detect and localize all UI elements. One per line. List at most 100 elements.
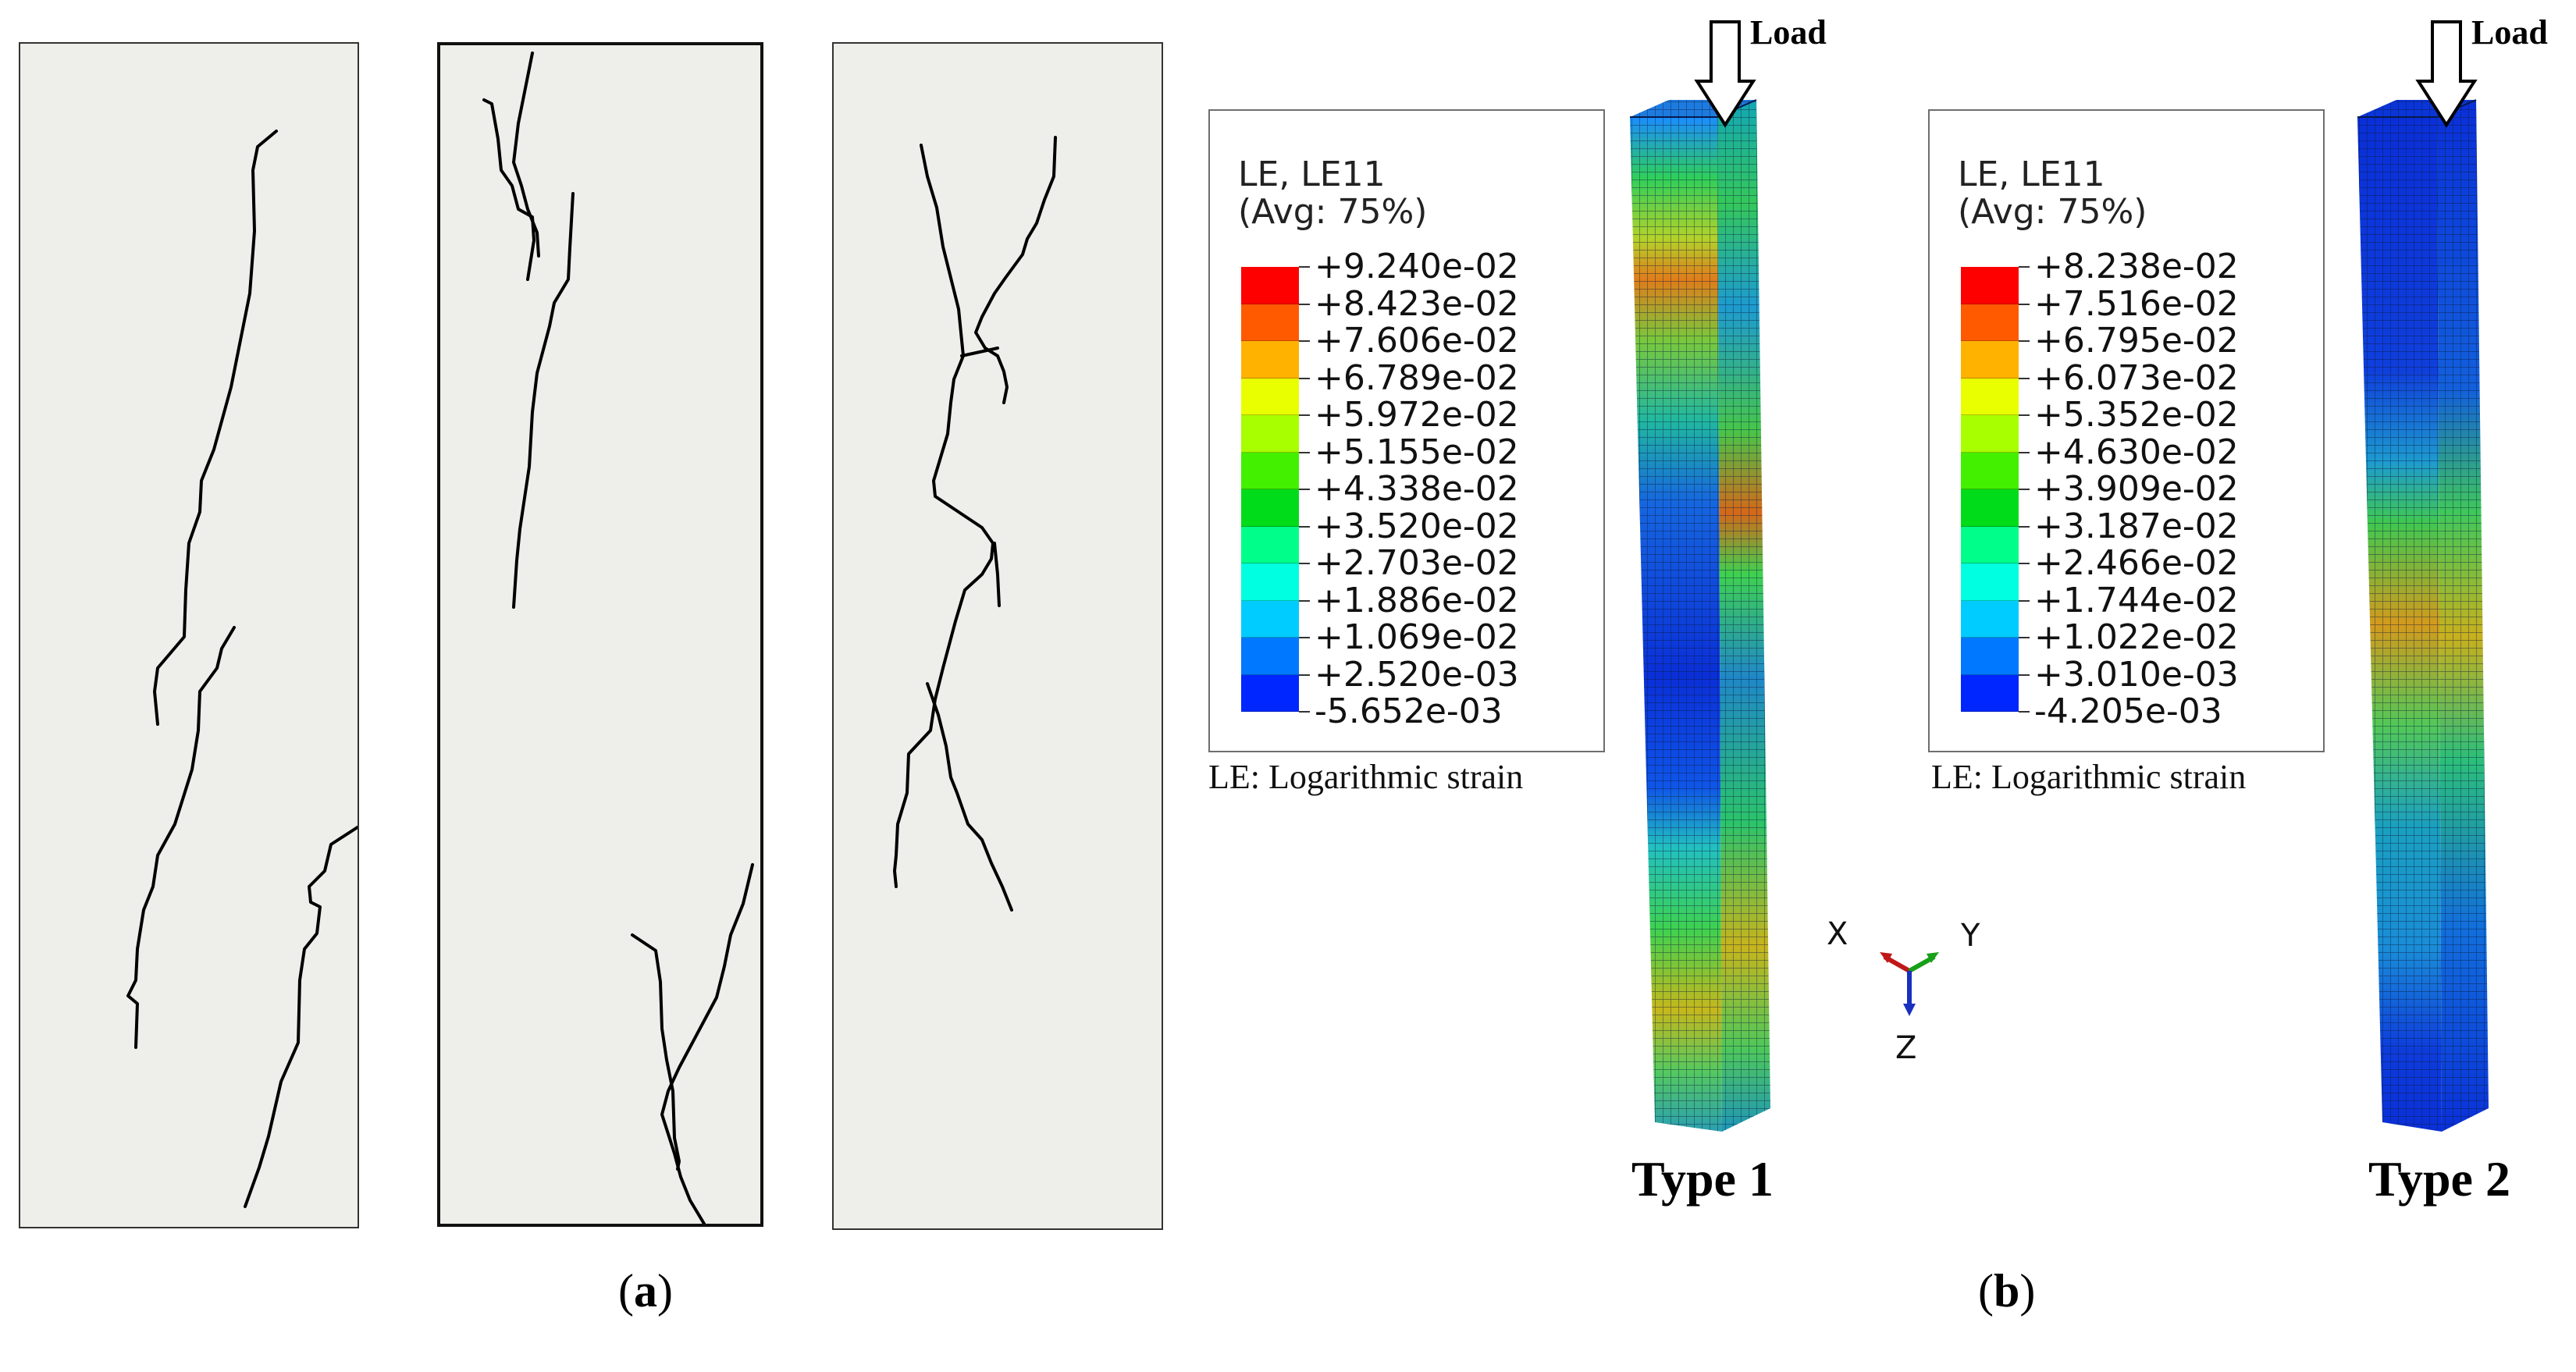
specimen-panel-1 [19,42,359,1228]
legend-title: LE, LE11 [1238,155,1386,194]
legend-value: +6.795e-02 [2034,321,2239,361]
legend-value: +3.520e-02 [1315,506,1519,546]
legend-value: -4.205e-03 [2034,691,2222,731]
legend-tick [2019,599,2030,602]
legend-tick [2019,377,2030,379]
colorbar-swatch [1961,378,2019,415]
column-model-type2 [2357,99,2489,1132]
colorbar-swatch [1961,341,2019,379]
axis-label-x: X [1827,916,1848,952]
colorbar-swatch [1961,674,2019,712]
caption-letter-a: a [633,1265,657,1317]
legend-tick [2019,711,2030,713]
axis-label-z: Z [1895,1030,1917,1066]
colorbar-swatch [1961,267,2019,304]
type1-label: Type 1 [1631,1151,1774,1207]
legend-tick [1299,451,1310,453]
legend-value: +7.516e-02 [2034,283,2239,324]
crack-pattern-1 [126,130,358,1208]
colorbar-swatch [1961,304,2019,341]
legend-tick [2019,637,2030,638]
legend-value: +7.606e-02 [1315,321,1519,361]
legend-tick [2019,674,2030,676]
colorbar-swatch [1961,600,2019,638]
legend-value: +1.886e-02 [1315,580,1519,620]
caption-paren-close: ) [2019,1265,2036,1317]
colorbar-swatch [1961,526,2019,563]
legend-value: +3.909e-02 [2034,469,2239,509]
legend-value: -5.652e-03 [1315,691,1503,731]
legend-avg: (Avg: 75%) [1238,192,1428,232]
caption-paren-close: ) [656,1265,673,1317]
legend-footer: LE: Logarithmic strain [1931,758,2247,796]
legend-tick [1299,340,1310,342]
crack-pattern-3 [893,136,1057,912]
legend-tick [2019,414,2030,416]
panel-a-caption: (a) [618,1264,673,1318]
legend-tick [2019,563,2030,564]
column-model-type1 [1630,99,1770,1132]
axis-triad-icon [1880,952,1939,1016]
colorbar-swatch [1961,563,2019,601]
legend-tick [2019,303,2030,305]
colorbar-swatch [1241,415,1299,453]
legend-value: +2.703e-02 [1315,543,1519,583]
type2-label: Type 2 [2368,1151,2510,1207]
legend-value: +2.520e-03 [1315,654,1519,695]
colorbar-swatch [1241,267,1299,304]
colorbar-swatch [1241,341,1299,379]
colorbar-swatch [1241,304,1299,341]
legend-tick [2019,489,2030,490]
legend-value: +6.789e-02 [1315,357,1519,398]
legend-tick [1299,563,1310,564]
colorbar-swatch [1241,563,1299,601]
legend-tick [2019,266,2030,268]
specimen-panel-3 [832,42,1163,1230]
load-label-type1: Load [1750,13,1827,52]
legend-value: +4.338e-02 [1315,469,1519,509]
specimen-panel-2 [437,42,763,1227]
panel-b-caption: (b) [1978,1264,2035,1318]
legend-value: +2.466e-02 [2034,543,2239,583]
caption-paren-open: ( [618,1265,634,1317]
legend-tick [1299,525,1310,528]
legend-value: +3.187e-02 [2034,506,2239,546]
legend-tick [1299,489,1310,490]
colorbar-swatch [1241,674,1299,712]
colorbar-swatch [1961,638,2019,675]
legend-value: +1.069e-02 [1315,617,1519,657]
caption-paren-open: ( [1978,1265,1994,1317]
legend-value: +5.352e-02 [2034,395,2239,435]
legend-tick [1299,377,1310,379]
legend-avg: (Avg: 75%) [1958,192,2147,232]
colorbar-swatch [1241,489,1299,527]
legend-type1: LE, LE11 (Avg: 75%) +9.240e-02 +8.423e-02… [1208,109,1605,752]
caption-letter-b: b [1993,1265,2020,1317]
legend-value: +8.423e-02 [1315,283,1519,324]
legend-tick [1299,599,1310,602]
colorbar-swatch [1241,638,1299,675]
legend-tick [2019,340,2030,342]
legend-tick [1299,414,1310,416]
colorbar-swatch [1241,378,1299,415]
colorbar-swatch [1961,489,2019,527]
colorbar-swatch [1241,600,1299,638]
legend-value: +1.744e-02 [2034,580,2239,620]
crack-pattern-2 [482,52,754,1224]
legend-title: LE, LE11 [1958,155,2105,194]
legend-value: +6.073e-02 [2034,357,2239,398]
legend-value: +8.238e-02 [2034,247,2239,286]
legend-tick [1299,674,1310,676]
colorbar-swatch [1961,415,2019,453]
legend-value: +9.240e-02 [1315,247,1519,286]
legend-tick [1299,303,1310,305]
load-arrow-type2 [2415,20,2478,128]
legend-value: +3.010e-03 [2034,654,2239,695]
legend-value: +1.022e-02 [2034,617,2239,657]
legend-tick [1299,711,1310,713]
legend-tick [2019,525,2030,528]
legend-type2: LE, LE11 (Avg: 75%) +8.238e-02 +7.516e-02… [1928,109,2325,752]
load-arrow-type1 [1694,20,1756,128]
colorbar-swatch [1241,452,1299,489]
legend-tick [1299,266,1310,268]
